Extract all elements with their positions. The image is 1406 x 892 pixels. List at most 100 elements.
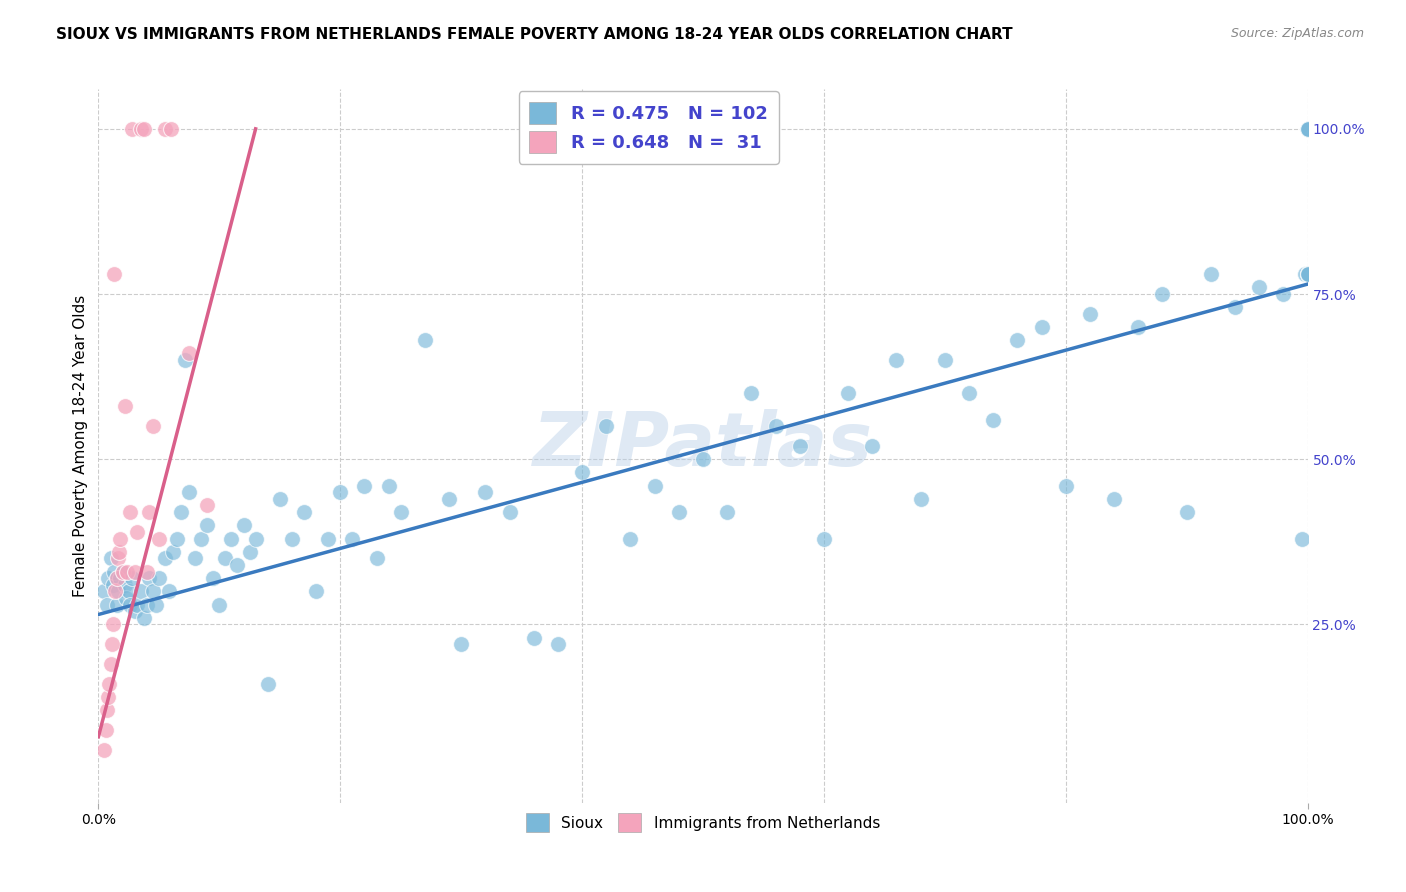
Point <box>765 419 787 434</box>
Point <box>121 121 143 136</box>
Point <box>142 419 165 434</box>
Point <box>329 485 352 500</box>
Point <box>114 400 136 414</box>
Point <box>103 267 125 281</box>
Point <box>1078 307 1101 321</box>
Point <box>1296 267 1319 281</box>
Point <box>389 505 412 519</box>
Point <box>202 571 225 585</box>
Point <box>1031 320 1053 334</box>
Point <box>134 611 156 625</box>
Point <box>96 703 118 717</box>
Point <box>129 121 152 136</box>
Point <box>1296 121 1319 136</box>
Point <box>239 545 262 559</box>
Point <box>1296 121 1319 136</box>
Point <box>148 571 170 585</box>
Text: Source: ZipAtlas.com: Source: ZipAtlas.com <box>1230 27 1364 40</box>
Point <box>232 518 254 533</box>
Point <box>256 677 278 691</box>
Point <box>269 491 291 506</box>
Point <box>98 677 121 691</box>
Point <box>108 571 131 585</box>
Point <box>179 485 201 500</box>
Point <box>104 584 127 599</box>
Point <box>100 657 122 671</box>
Point <box>957 386 980 401</box>
Point <box>148 532 170 546</box>
Text: SIOUX VS IMMIGRANTS FROM NETHERLANDS FEMALE POVERTY AMONG 18-24 YEAR OLDS CORREL: SIOUX VS IMMIGRANTS FROM NETHERLANDS FEM… <box>56 27 1012 42</box>
Point <box>115 591 138 605</box>
Point <box>1272 287 1295 301</box>
Point <box>1296 267 1319 281</box>
Point <box>184 551 207 566</box>
Point <box>100 637 122 651</box>
Point <box>1296 121 1319 136</box>
Point <box>981 412 1004 426</box>
Point <box>1007 333 1029 347</box>
Point <box>135 565 157 579</box>
Point <box>127 598 149 612</box>
Point <box>716 505 738 519</box>
Point <box>1152 287 1174 301</box>
Text: ZIPatlas: ZIPatlas <box>533 409 873 483</box>
Point <box>101 617 124 632</box>
Point <box>619 532 641 546</box>
Point <box>127 524 149 539</box>
Point <box>934 353 956 368</box>
Point <box>169 505 191 519</box>
Point <box>813 532 835 546</box>
Point <box>366 551 388 566</box>
Point <box>292 505 315 519</box>
Point <box>124 604 146 618</box>
Point <box>644 478 666 492</box>
Point <box>860 439 883 453</box>
Point <box>1296 267 1319 281</box>
Point <box>1291 532 1313 546</box>
Point <box>498 505 520 519</box>
Point <box>342 532 364 546</box>
Point <box>668 505 690 519</box>
Point <box>93 584 115 599</box>
Point <box>166 532 188 546</box>
Point <box>129 584 152 599</box>
Point <box>153 121 176 136</box>
Point <box>1223 300 1246 314</box>
Point <box>108 545 131 559</box>
Point <box>145 598 167 612</box>
Point <box>245 532 267 546</box>
Point <box>450 637 472 651</box>
Point <box>281 532 304 546</box>
Point <box>305 584 328 599</box>
Point <box>121 571 143 585</box>
Point <box>195 518 218 533</box>
Point <box>134 121 156 136</box>
Point <box>108 532 131 546</box>
Point <box>117 565 139 579</box>
Point <box>474 485 496 500</box>
Point <box>107 584 129 599</box>
Point <box>138 505 160 519</box>
Point <box>1102 491 1125 506</box>
Point <box>100 551 122 566</box>
Point <box>316 532 339 546</box>
Point <box>107 551 129 566</box>
Legend: Sioux, Immigrants from Netherlands: Sioux, Immigrants from Netherlands <box>520 807 886 838</box>
Point <box>1199 267 1222 281</box>
Point <box>910 491 932 506</box>
Point <box>595 419 617 434</box>
Point <box>523 631 546 645</box>
Point <box>124 565 146 579</box>
Point <box>114 578 136 592</box>
Y-axis label: Female Poverty Among 18-24 Year Olds: Female Poverty Among 18-24 Year Olds <box>73 295 89 597</box>
Point <box>101 578 124 592</box>
Point <box>135 598 157 612</box>
Point <box>111 565 134 579</box>
Point <box>789 439 811 453</box>
Point <box>1294 267 1316 281</box>
Point <box>692 452 714 467</box>
Point <box>162 545 184 559</box>
Point <box>118 584 141 599</box>
Point <box>195 499 218 513</box>
Point <box>226 558 249 572</box>
